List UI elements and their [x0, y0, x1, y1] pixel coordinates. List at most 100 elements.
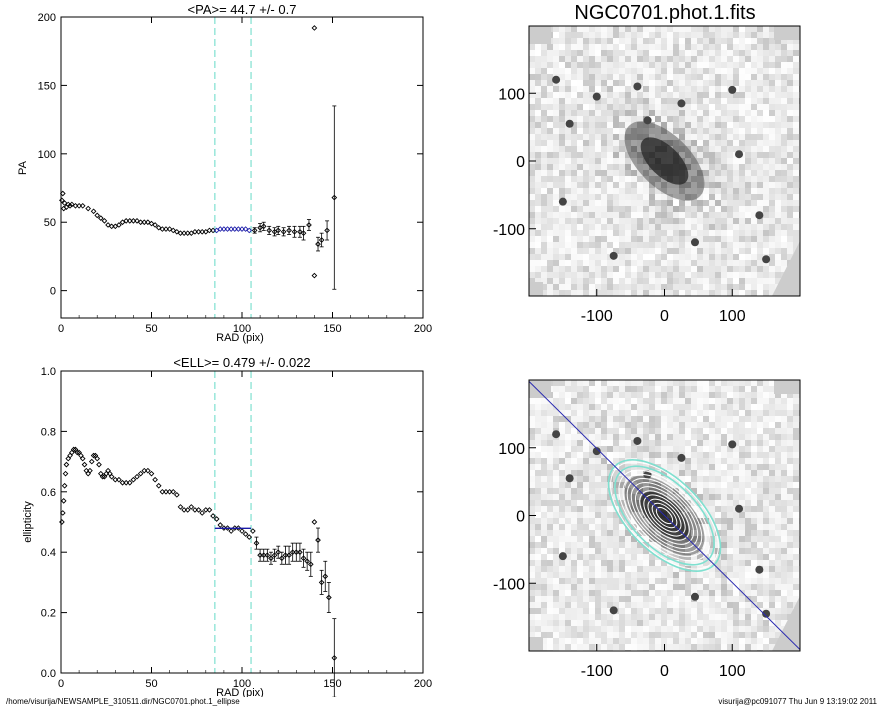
star-blob	[558, 197, 567, 206]
major-axis-line	[529, 380, 800, 651]
ell-x-tick-label: 200	[414, 678, 432, 690]
ell-data-point	[65, 455, 72, 462]
footer-file-path: /home/visurija/NEWSAMPLE_310511.dir/NGC0…	[6, 697, 240, 706]
star-blob	[565, 474, 574, 483]
pa-data-point	[280, 228, 287, 235]
pa-x-tick-label: 0	[58, 323, 64, 335]
pa-data-point	[331, 194, 338, 201]
pa-data-point	[163, 226, 169, 232]
ell-data-point	[59, 510, 66, 516]
ell-data-point	[92, 452, 99, 459]
ell-y-axis-label: ellipticity	[22, 501, 34, 543]
star-blob	[728, 85, 737, 94]
galaxy-image-panel: NGC0701.phot.1.fits -100 0 100 100 0 -100	[493, 2, 801, 325]
star-blob	[609, 606, 618, 615]
pa-x-tick-label: 150	[323, 323, 341, 335]
ell-data-point	[264, 552, 271, 559]
pa-data-point	[108, 223, 115, 230]
ell-data-point	[78, 452, 84, 459]
ell-data-point	[74, 449, 81, 456]
galaxy-contour-panel: -100 0 100 100 0 -100	[493, 379, 801, 680]
image-x-tick-label: 100	[719, 308, 746, 325]
image-y-tick-label: -100	[493, 222, 525, 239]
pa-data-point	[126, 218, 133, 224]
pa-data-point	[97, 215, 104, 221]
ell-y-tick-label: 1.0	[41, 366, 56, 378]
pa-data-point	[137, 219, 144, 226]
pa-data-point	[286, 227, 292, 234]
pa-plot-title: <PA>= 44.7 +/- 0.7	[188, 2, 297, 17]
image-x-tick-label: 0	[660, 663, 669, 680]
pa-data-point	[300, 230, 307, 237]
ell-data-point	[163, 488, 169, 495]
ell-data-point	[326, 594, 332, 601]
ell-data-point	[174, 491, 180, 498]
ell-data-point	[112, 476, 119, 483]
star-blob	[558, 552, 567, 561]
ell-data-point	[253, 540, 260, 546]
pa-data-point	[94, 212, 101, 219]
ell-data-point	[79, 455, 86, 462]
ell-data-point	[268, 555, 274, 562]
pa-x-tick-label: 200	[414, 323, 432, 335]
ell-data-point	[72, 446, 79, 453]
ell-y-tick-label: 0.8	[41, 426, 56, 438]
ell-data-point	[293, 549, 300, 556]
ell-data-point	[246, 534, 253, 540]
ell-data-point	[217, 522, 224, 528]
ell-data-point	[199, 510, 206, 516]
pa-data-point	[291, 228, 298, 235]
pa-data-point	[228, 226, 234, 232]
pa-data-point	[159, 226, 166, 232]
pa-data-point	[235, 226, 242, 232]
ell-data-point	[134, 473, 140, 480]
ell-data-point	[116, 476, 122, 483]
ell-data-point	[87, 467, 93, 474]
star-blob	[552, 75, 561, 84]
star-blob	[735, 150, 744, 159]
pa-data-point	[85, 205, 91, 212]
pa-data-point	[311, 272, 318, 279]
pa-data-point	[184, 230, 191, 237]
star-blob	[690, 592, 699, 601]
ell-data-point	[228, 528, 234, 534]
star-blob	[755, 565, 764, 574]
galaxy-core	[640, 137, 689, 185]
pa-plot-frame	[60, 16, 424, 319]
pa-data-point	[324, 227, 330, 234]
ell-y-tick-label: 0.0	[41, 668, 56, 680]
ell-data-point	[304, 558, 310, 565]
ell-data-point	[170, 488, 177, 495]
ell-data-point	[242, 531, 249, 537]
ell-data-point	[85, 470, 91, 477]
pa-data-point	[239, 226, 245, 232]
pa-x-axis-label: RAD (pix)	[216, 332, 264, 344]
pa-data-point	[210, 227, 216, 234]
pa-data-point	[199, 228, 206, 235]
pa-data-point	[101, 218, 108, 224]
pa-data-point	[192, 228, 198, 235]
pa-data-point	[266, 227, 272, 234]
ell-data-point	[210, 513, 216, 519]
ell-data-point	[322, 573, 329, 580]
ell-data-point	[137, 470, 144, 477]
ell-data-point	[315, 537, 321, 543]
pa-data-point	[206, 227, 213, 234]
star-blob	[677, 453, 686, 462]
pa-data-point	[311, 25, 318, 31]
pa-data-point	[116, 222, 122, 228]
ell-data-point	[282, 552, 289, 559]
star-blob	[609, 251, 618, 260]
ell-data-point	[297, 549, 303, 556]
ell-data-point	[126, 479, 133, 486]
pa-data-point	[246, 227, 253, 234]
pa-data-point	[260, 223, 267, 230]
pa-data-point	[318, 237, 325, 243]
ell-data-point	[331, 655, 338, 661]
ell-data-point	[307, 561, 314, 568]
ell-data-point	[184, 507, 191, 513]
ell-data-point	[300, 555, 307, 562]
image-y-tick-label: 100	[498, 86, 525, 103]
ell-data-point	[166, 488, 173, 495]
